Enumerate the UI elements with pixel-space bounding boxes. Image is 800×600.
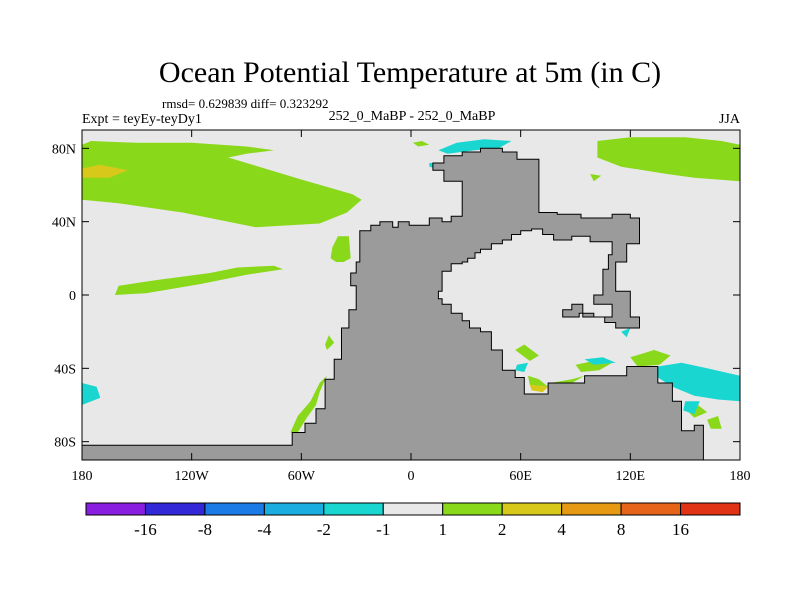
stats-label: rmsd= 0.629839 diff= 0.323292: [162, 96, 328, 111]
colorbar-label-0: -16: [134, 520, 157, 539]
colorbar-swatch-1: [144, 502, 206, 516]
anomaly-region-19: [584, 357, 616, 365]
anomaly-region-24: [621, 328, 631, 338]
anomaly-region-0: [82, 141, 362, 228]
colorbar-label-9: 16: [672, 520, 689, 539]
y-tick-label-3: 40S: [54, 362, 76, 377]
anomaly-region-10: [528, 375, 549, 387]
colorbar-swatch-4: [323, 502, 384, 516]
anomaly-region-17: [438, 139, 512, 154]
colorbar-label-2: -4: [257, 520, 272, 539]
x-tick-label-5: 120E: [616, 469, 646, 484]
season-label: JJA: [719, 112, 741, 127]
colorbar-label-8: 8: [617, 520, 626, 539]
anomaly-region-2: [114, 265, 284, 295]
anomaly-region-5: [290, 375, 327, 433]
colorbar-label-3: -2: [317, 520, 331, 539]
chart-title: Ocean Potential Temperature at 5m (in C): [159, 56, 661, 89]
colorbar-label-7: 4: [557, 520, 566, 539]
anomaly-region-16: [590, 174, 602, 182]
map-axes: 180 120W 60W 0 60E 120E 180 80N 40N 0 40S 80S: [52, 130, 751, 484]
colorbar-swatch-9: [620, 502, 682, 516]
anomaly-region-9: [630, 350, 671, 367]
y-tick-label-0: 80N: [52, 142, 76, 157]
colorbar: -16 -8 -4 -2 -1 1 2 4 8 16: [85, 502, 741, 539]
anomaly-region-21: [683, 401, 700, 415]
anomaly-region-14: [707, 416, 722, 429]
anomaly-region-3: [597, 137, 740, 182]
anomaly-region-11: [549, 375, 585, 383]
anomaly-region-6: [325, 335, 335, 350]
colorbar-label-1: -8: [198, 520, 212, 539]
anomaly-region-4: [330, 236, 351, 262]
colorbar-swatch-8: [561, 502, 622, 516]
colorbar-label-4: -1: [376, 520, 390, 539]
x-tick-label-6: 180: [730, 469, 751, 484]
y-tick-label-1: 40N: [52, 216, 76, 231]
x-tick-label-4: 60E: [509, 469, 532, 484]
y-tick-label-4: 80S: [54, 436, 76, 451]
map-plot-area: [81, 129, 741, 461]
x-tick-label-0: 180: [72, 469, 93, 484]
anomaly-region-7: [515, 344, 539, 361]
x-tick-label-3: 0: [408, 469, 415, 484]
x-tick-label-2: 60W: [288, 469, 316, 484]
colorbar-swatch-0: [85, 502, 146, 516]
colorbar-label-6: 2: [498, 520, 507, 539]
colorbar-swatch-5: [382, 502, 444, 516]
land-mass-0: [82, 147, 704, 460]
x-tick-label-1: 120W: [175, 469, 210, 484]
colorbar-swatch-10: [680, 502, 741, 516]
colorbar-label-5: 1: [438, 520, 447, 539]
anomaly-region-1: [82, 164, 128, 178]
colorbar-swatch-6: [442, 502, 503, 516]
anomaly-region-22: [82, 383, 101, 405]
colorbar-swatch-3: [263, 502, 325, 516]
colorbar-swatch-7: [501, 502, 563, 516]
anomaly-region-12: [529, 384, 549, 393]
y-tick-label-2: 0: [69, 289, 76, 304]
experiment-label: Expt = teyEy-teyDy1: [82, 112, 202, 127]
anomaly-region-20: [657, 362, 740, 402]
colorbar-swatch-2: [204, 502, 265, 516]
anomaly-region-23: [515, 362, 528, 372]
period-label: 252_0_MaBP - 252_0_MaBP: [329, 109, 496, 124]
anomaly-region-15: [412, 141, 430, 147]
